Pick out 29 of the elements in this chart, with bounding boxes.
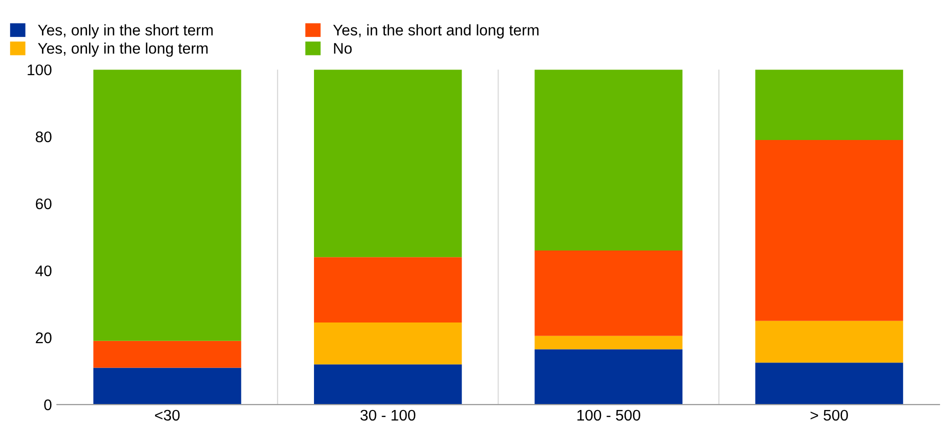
bar — [755, 70, 904, 140]
y-tick-label: 20 — [36, 332, 52, 344]
y-tick-label: 0 — [44, 399, 52, 410]
bar — [755, 140, 904, 321]
legend-label: Yes, only in the short term — [38, 24, 213, 38]
bar — [93, 70, 242, 341]
y-tick-label: 80 — [36, 131, 52, 142]
bar — [534, 250, 682, 336]
x-tick-label: > 500 — [810, 410, 848, 421]
y-tick-label: 40 — [35, 265, 52, 276]
bar — [93, 368, 242, 405]
x-tick-label: 100 - 500 — [577, 410, 640, 421]
legend-label: Yes, only in the long term — [38, 42, 208, 57]
x-tick-label: 30 - 100 — [360, 410, 416, 421]
bar — [314, 70, 462, 258]
bar — [314, 322, 462, 364]
legend-label: No — [334, 43, 352, 54]
y-tick-label: 100 — [28, 64, 52, 76]
bar — [534, 349, 682, 405]
bar — [755, 320, 904, 363]
x-tick-label: <30 — [155, 410, 180, 421]
bar — [534, 336, 682, 350]
y-tick-label: 60 — [36, 198, 52, 210]
bar — [93, 340, 242, 368]
legend-label: Yes, in the short and long term — [333, 24, 538, 38]
bar — [534, 70, 682, 250]
bar — [755, 362, 904, 405]
bar — [314, 364, 462, 405]
bar — [314, 257, 462, 322]
